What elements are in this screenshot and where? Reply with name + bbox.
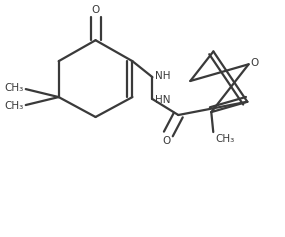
Text: O: O <box>251 58 259 68</box>
Text: CH₃: CH₃ <box>5 101 24 111</box>
Text: NH: NH <box>155 71 171 81</box>
Text: CH₃: CH₃ <box>215 134 235 144</box>
Text: HN: HN <box>155 95 171 105</box>
Text: CH₃: CH₃ <box>5 83 24 93</box>
Text: O: O <box>91 5 100 15</box>
Text: O: O <box>162 136 170 146</box>
